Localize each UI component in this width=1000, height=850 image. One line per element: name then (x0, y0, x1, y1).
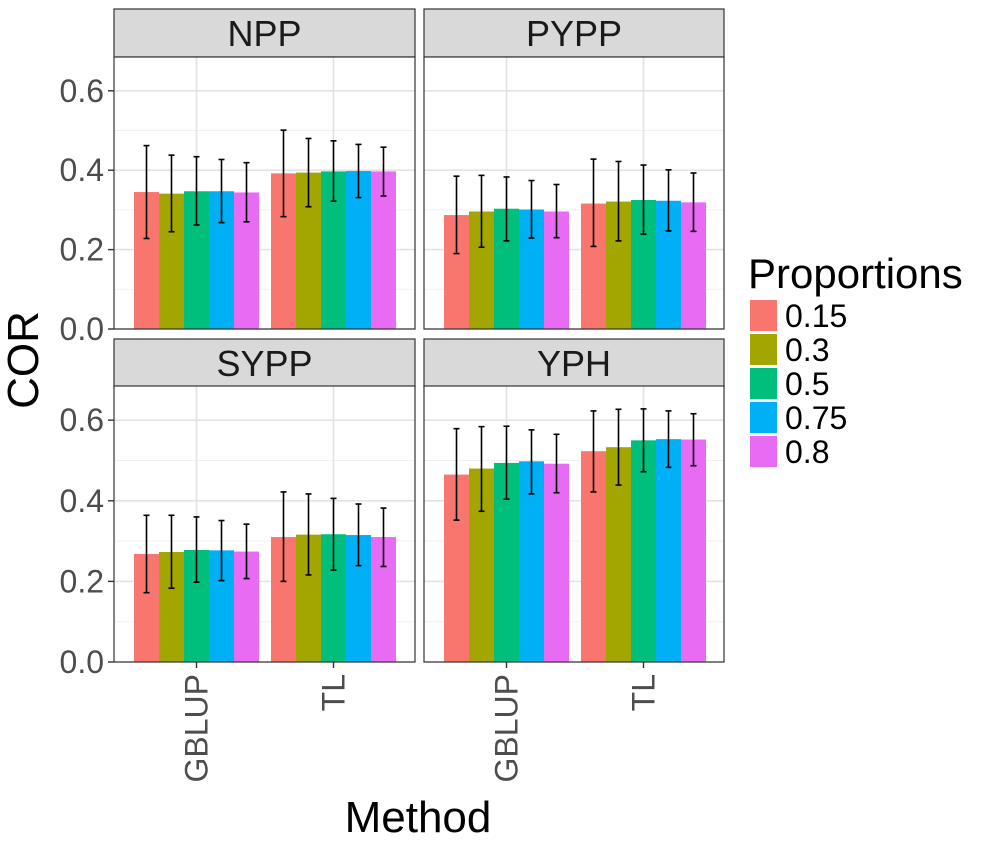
legend-label: 0.5 (785, 366, 829, 402)
legend-key (750, 334, 777, 365)
legend-label: 0.8 (785, 434, 829, 470)
panel-border (423, 56, 725, 330)
y-tick-label: 0.4 (60, 152, 104, 188)
bar (544, 463, 569, 662)
y-tick-label: 0.6 (60, 402, 104, 438)
y-tick-label: 0.4 (60, 483, 104, 519)
legend-key (750, 300, 777, 331)
facet-strip (423, 8, 725, 58)
facet-strip (113, 338, 416, 388)
legend-key (750, 436, 777, 467)
legend-label: 0.15 (785, 298, 847, 334)
y-tick-label: 0.0 (60, 311, 104, 347)
legend-label: 0.3 (785, 332, 829, 368)
x-axis-title: Method (345, 793, 492, 842)
y-tick-label: 0.2 (60, 232, 104, 268)
legend-key (750, 402, 777, 433)
bar (681, 439, 706, 662)
facet-strip (113, 8, 416, 58)
bar (631, 440, 656, 662)
facet-strip (423, 338, 725, 388)
x-tick-label: GBLUP (179, 674, 215, 782)
facet-strip-label: SYPP (216, 343, 312, 384)
bar (519, 461, 544, 662)
panel-border (113, 385, 416, 663)
panel-border (423, 385, 725, 663)
y-axis-title: COR (0, 311, 48, 409)
y-tick-label: 0.6 (60, 73, 104, 109)
legend-key (750, 368, 777, 399)
x-tick-label: GBLUP (489, 674, 525, 782)
legend-label: 0.75 (785, 400, 847, 436)
facet-strip-label: YPH (537, 343, 611, 384)
legend-title: Proportions (748, 250, 963, 297)
panel-border (113, 56, 416, 330)
bar (656, 439, 681, 662)
facet-strip-label: PYPP (526, 13, 622, 54)
bar (371, 171, 396, 329)
facet-strip-label: NPP (227, 13, 301, 54)
x-tick-label: TL (316, 674, 352, 711)
x-tick-label: TL (626, 674, 662, 711)
y-tick-label: 0.0 (60, 644, 104, 680)
y-tick-label: 0.2 (60, 563, 104, 599)
